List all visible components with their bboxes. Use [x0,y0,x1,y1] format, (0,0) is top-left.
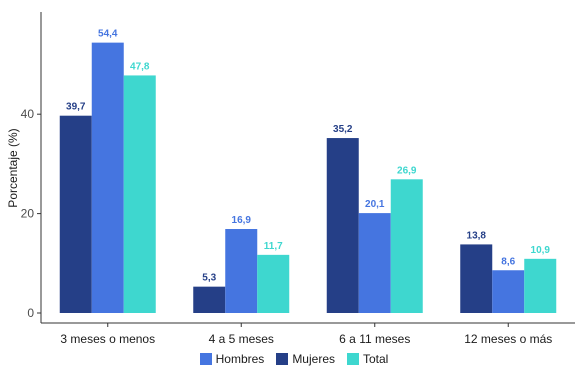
data-label-hombres-3: 8,6 [501,256,515,267]
data-label-mujeres-1: 5,3 [202,273,216,284]
data-label-hombres-1: 16,9 [232,215,252,226]
y-ticks-group: 0 20 40 [21,107,41,320]
legend-item-mujeres: Mujeres [276,352,335,366]
x-tick-label: 6 a 11 meses [339,332,410,346]
legend-item-hombres: Hombres [199,352,265,366]
bar-mujeres-0 [59,115,92,313]
y-tick-label: 0 [27,306,34,320]
data-label-mujeres-3: 13,8 [467,230,487,241]
x-ticks-group: 3 meses o menos 4 a 5 meses 6 a 11 meses 12… [60,323,552,346]
data-label-total-1: 11,7 [264,241,283,252]
legend-label-total: Total [363,352,389,366]
data-label-total-2: 26,9 [397,165,417,176]
data-label-mujeres-2: 35,2 [333,124,353,135]
x-tick-label: 4 a 5 meses [209,332,274,346]
bar-mujeres-1 [193,286,226,313]
legend-item-total: Total [347,352,388,366]
bar-mujeres-2 [326,138,359,313]
bar-hombres-0 [91,42,124,314]
x-tick-label: 3 meses o menos [60,332,155,346]
bar-chart: 39,7 54,4 47,8 5,3 16,9 11,7 35,2 20,1 26,9 13,8 8… [6,12,575,346]
bars-group [59,42,557,314]
y-tick-label: 20 [21,207,35,221]
bar-total-3 [524,258,557,313]
legend-label-hombres: Hombres [215,352,265,366]
legend-key-mujeres [276,353,289,365]
legend-label-mujeres: Mujeres [292,352,335,366]
data-label-hombres-0: 54,4 [98,29,118,40]
bar-mujeres-3 [460,244,493,313]
bar-hombres-1 [225,229,258,313]
bar-hombres-3 [492,270,525,313]
data-label-hombres-2: 20,1 [365,199,385,210]
bar-total-1 [257,254,290,313]
bar-total-0 [123,75,156,314]
bar-hombres-2 [358,213,391,313]
y-axis-label: Porcentaje (%) [6,128,20,207]
bar-total-2 [390,179,423,313]
data-label-total-3: 10,9 [531,245,551,256]
data-labels-group: 39,7 54,4 47,8 5,3 16,9 11,7 35,2 20,1 26,9 13,8 8… [66,29,550,284]
legend-key-hombres [199,353,212,365]
data-label-mujeres-0: 39,7 [66,102,86,113]
legend: Hombres Mujeres Total [0,352,588,366]
y-tick-label: 40 [21,107,35,121]
data-label-total-0: 47,8 [130,61,150,72]
x-tick-label: 12 meses o más [464,332,552,346]
legend-key-total [347,353,359,365]
